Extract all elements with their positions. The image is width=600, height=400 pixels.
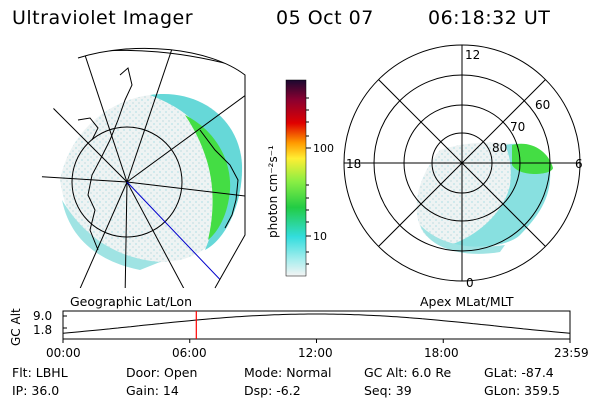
timeline-frame: [62, 310, 571, 340]
xtick-06-00: 06:00: [172, 346, 207, 360]
geographic-map: [40, 48, 245, 288]
info-gain: Gain: 14: [126, 383, 179, 398]
info-mode: Mode: Normal: [244, 365, 332, 380]
info-door: Door: Open: [126, 365, 198, 380]
colorbar-tick-100: 100: [313, 142, 334, 155]
mlat-label-80: 80: [492, 141, 507, 155]
mlt-label-6: 6: [575, 157, 583, 171]
timeline-ylabel: GC Alt: [9, 308, 23, 346]
geographic-caption: Geographic Lat/Lon: [70, 294, 192, 309]
mlt-label-18: 18: [346, 157, 361, 171]
colorbar: [285, 79, 307, 277]
xtick-00-00: 00:00: [46, 346, 81, 360]
time-label: 06:18:32 UT: [428, 7, 551, 29]
aurora-green-band: [185, 115, 231, 240]
altitude-curve: [62, 313, 571, 334]
info-dsp: Dsp: -6.2: [244, 383, 301, 398]
info-gc-alt: GC Alt: 6.0 Re: [364, 365, 452, 380]
coastline: [87, 67, 133, 251]
timeline-ticks: [62, 315, 571, 343]
date-label: 05 Oct 07: [276, 7, 374, 29]
polar-aurora-green: [512, 143, 553, 174]
orbit-track: [126, 181, 231, 288]
app-title: Ultraviolet Imager: [12, 7, 194, 29]
xtick-23-59: 23:59: [554, 346, 589, 360]
timeline-ymin: 1.8: [33, 323, 52, 337]
xtick-12-00: 12:00: [298, 346, 333, 360]
xtick-18-00: 18:00: [424, 346, 459, 360]
info-glon: GLon: 359.5: [484, 383, 560, 398]
mlt-label-0: 0: [466, 276, 474, 290]
colorbar-tick-10: 10: [313, 230, 327, 243]
info-seq: Seq: 39: [364, 383, 412, 398]
colorbar-unit-label: photon cm⁻²s⁻¹: [266, 145, 280, 238]
aurora-speckle-region: [60, 94, 243, 263]
colorbar-ticks: [306, 97, 311, 265]
info-flt: Flt: LBHL: [12, 365, 68, 380]
mlat-label-60: 60: [535, 98, 550, 112]
info-glat: GLat: -87.4: [484, 365, 554, 380]
polar-plot: [343, 44, 581, 282]
timeline-ymax: 9.0: [33, 309, 52, 323]
mlt-label-12: 12: [465, 48, 480, 62]
mlat-label-70: 70: [510, 120, 525, 134]
polar-caption: Apex MLat/MLT: [420, 294, 514, 309]
info-ip: IP: 36.0: [12, 383, 60, 398]
